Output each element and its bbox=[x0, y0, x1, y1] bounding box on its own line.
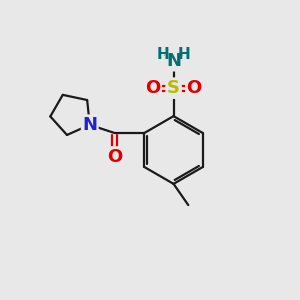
Text: H: H bbox=[178, 47, 190, 62]
Text: S: S bbox=[167, 79, 180, 97]
Text: O: O bbox=[187, 79, 202, 97]
Text: N: N bbox=[166, 52, 181, 70]
Text: H: H bbox=[157, 47, 169, 62]
Text: O: O bbox=[107, 148, 122, 166]
Text: N: N bbox=[82, 116, 97, 134]
Text: O: O bbox=[145, 79, 160, 97]
